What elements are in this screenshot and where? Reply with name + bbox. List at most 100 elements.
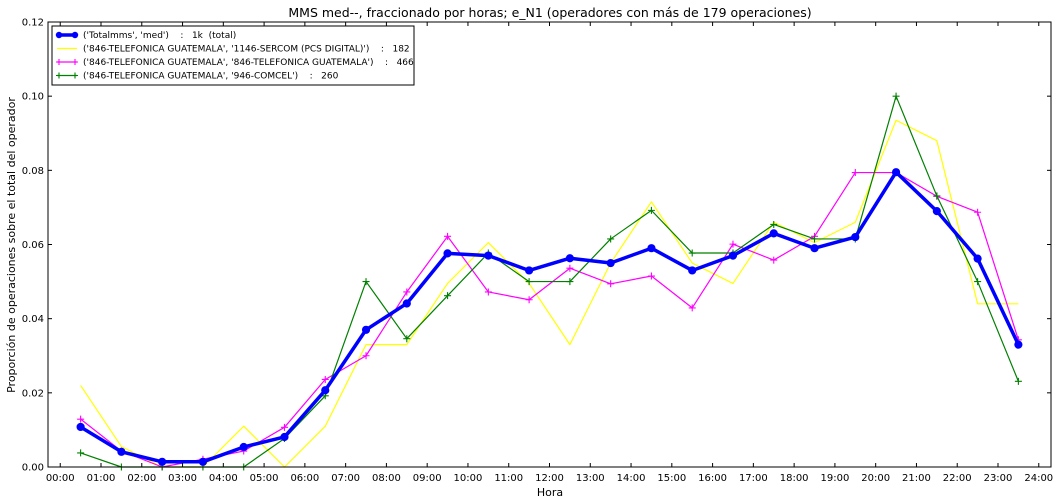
series-line <box>80 95 1019 468</box>
data-point <box>892 92 900 100</box>
legend-marker <box>71 31 79 39</box>
data-point <box>973 254 982 263</box>
data-point <box>688 249 696 257</box>
data-point <box>158 457 167 466</box>
x-tick-label: 14:00 <box>617 473 646 484</box>
data-point <box>361 325 371 334</box>
x-tick-label: 18:00 <box>780 473 809 484</box>
series-line <box>79 170 1020 464</box>
data-point <box>811 235 819 243</box>
legend-label: ('846-TELEFONICA GUATEMALA', '1146-SERCO… <box>83 45 410 55</box>
legend-marker <box>56 72 62 79</box>
x-tick-label: 21:00 <box>902 473 931 484</box>
x-tick-label: 15:00 <box>657 473 686 484</box>
data-point <box>198 457 208 466</box>
data-point <box>688 266 697 275</box>
y-tick-label: 0.10 <box>22 92 44 103</box>
data-point <box>566 278 574 286</box>
x-tick-label: 13:00 <box>576 473 605 484</box>
data-point <box>851 232 860 242</box>
data-point <box>117 447 126 456</box>
x-tick-label: 09:00 <box>413 473 442 484</box>
chart-title: MMS med--, fraccionado por horas; e_N1 (… <box>288 5 811 20</box>
data-point <box>1014 340 1023 349</box>
x-tick-label: 22:00 <box>943 473 972 484</box>
legend-marker <box>72 72 78 79</box>
data-point <box>280 432 289 442</box>
data-point <box>484 288 492 296</box>
data-point <box>525 296 533 304</box>
data-point <box>647 272 655 280</box>
data-point <box>565 254 574 263</box>
data-point <box>444 232 452 240</box>
data-point <box>607 235 615 243</box>
x-tick-label: 04:00 <box>209 473 238 484</box>
x-tick-label: 02:00 <box>127 473 156 484</box>
legend-marker <box>72 59 78 65</box>
data-point <box>770 256 778 264</box>
data-point <box>974 208 982 216</box>
data-point <box>402 299 411 308</box>
series-3 <box>77 169 1022 471</box>
plot-area <box>76 92 1023 471</box>
x-tick-label: 24:00 <box>1024 473 1053 484</box>
x-tick-label: 16:00 <box>698 473 727 484</box>
x-tick-label: 11:00 <box>494 473 523 484</box>
x-tick-label: 23:00 <box>984 473 1013 484</box>
data-point <box>688 304 696 312</box>
data-point <box>810 244 819 253</box>
x-tick-label: 06:00 <box>290 473 319 484</box>
legend: ('Totalmms', 'med') : 1k (total) ('846-TE… <box>51 25 415 86</box>
y-tick-label: 0.08 <box>22 166 44 177</box>
legend-label: ('846-TELEFONICA GUATEMALA', '946-COMCEL… <box>83 72 339 82</box>
data-point <box>77 449 85 457</box>
data-point <box>1014 377 1022 385</box>
data-point <box>239 442 248 452</box>
y-tick-label: 0.02 <box>22 388 44 399</box>
data-point <box>403 288 411 296</box>
data-point <box>566 264 574 272</box>
x-tick-label: 07:00 <box>331 473 360 484</box>
legend-marker <box>55 31 63 39</box>
data-point <box>606 258 615 268</box>
x-tick-label: 00:00 <box>46 473 75 484</box>
x-tick-label: 01:00 <box>87 473 116 484</box>
x-tick-label: 03:00 <box>168 473 197 484</box>
legend-label: ('846-TELEFONICA GUATEMALA', '846-TELEFO… <box>83 58 414 68</box>
y-tick-label: 0.12 <box>22 18 44 29</box>
legend-box <box>51 25 415 86</box>
y-axis-title: Proporción de operaciones sobre el total… <box>5 97 18 393</box>
data-point <box>851 169 859 177</box>
x-tick-label: 12:00 <box>535 473 564 484</box>
legend-marker <box>56 59 62 65</box>
data-point <box>362 278 370 286</box>
legend-label: ('Totalmms', 'med') : 1k (total) <box>83 31 236 41</box>
data-point <box>362 352 370 360</box>
series-line <box>80 119 1019 468</box>
data-point <box>280 423 288 431</box>
data-point <box>770 220 778 228</box>
data-point <box>403 335 411 343</box>
data-point <box>729 240 737 248</box>
data-point <box>728 251 738 260</box>
x-tick-label: 20:00 <box>861 473 890 484</box>
y-tick-label: 0.04 <box>22 314 44 325</box>
data-point <box>76 422 85 432</box>
legend-entry-2: ('846-TELEFONICA GUATEMALA', '1146-SERCO… <box>57 45 410 55</box>
y-tick-label: 0.06 <box>22 240 44 251</box>
data-point <box>77 415 85 423</box>
axes: 0.00 0.02 0.04 0.06 0.08 0.10 0.12 00:00 01:00 02… <box>22 18 1053 485</box>
data-point <box>647 244 656 253</box>
data-point <box>974 278 982 286</box>
data-point <box>769 229 778 238</box>
series-line <box>80 171 1019 468</box>
series-4 <box>77 92 1022 471</box>
legend-entry-3: ('846-TELEFONICA GUATEMALA', '846-TELEFO… <box>56 58 414 68</box>
series-1 <box>76 168 1023 466</box>
series-2 <box>80 119 1019 468</box>
data-point <box>484 251 493 260</box>
x-tick-label: 08:00 <box>372 473 401 484</box>
data-point <box>525 278 533 286</box>
data-point <box>444 292 452 300</box>
